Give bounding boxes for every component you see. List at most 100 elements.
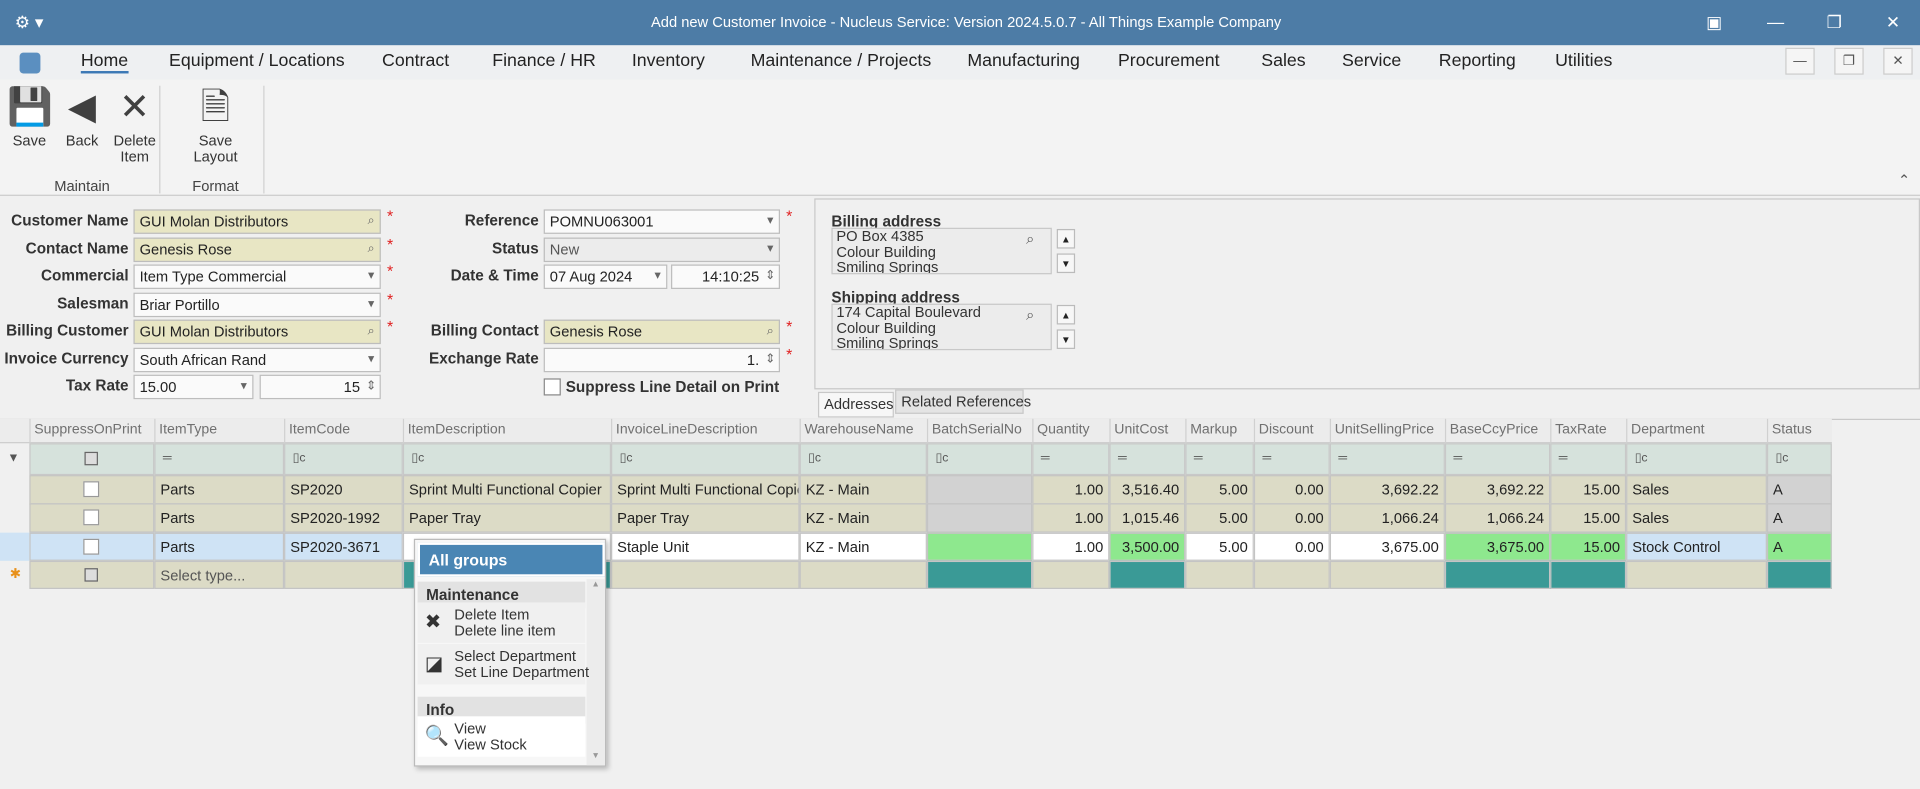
- field-value[interactable]: 15.00: [133, 374, 254, 400]
- filter-cell[interactable]: ═: [1329, 443, 1445, 476]
- checkbox[interactable]: [543, 378, 561, 396]
- filter-cell[interactable]: ▯c: [611, 443, 800, 476]
- ribbon-icon[interactable]: 🗎: [200, 86, 231, 128]
- grid-cell[interactable]: 1.00: [1032, 503, 1110, 533]
- scroll-up[interactable]: ▲: [1056, 228, 1076, 249]
- grid-cell[interactable]: SP2020-1992: [284, 503, 403, 533]
- ribbon-button[interactable]: Delete Item: [113, 132, 156, 166]
- filter-cell[interactable]: ▯c: [1766, 443, 1832, 476]
- menu-item[interactable]: Inventory: [631, 51, 705, 72]
- grid-cell[interactable]: Sprint Multi Functional Copier: [611, 475, 800, 505]
- filter-cell[interactable]: ▯c: [926, 443, 1033, 476]
- field-value[interactable]: 15: [259, 374, 381, 400]
- grid-cell[interactable]: Sales: [1626, 475, 1767, 505]
- menu-item-subtitle[interactable]: View Stock: [454, 735, 527, 754]
- column-header[interactable]: Discount: [1253, 418, 1330, 444]
- ribbon-button[interactable]: Save Layout: [193, 132, 238, 166]
- column-header[interactable]: Department: [1626, 418, 1767, 444]
- field-value[interactable]: 14:10:25: [671, 264, 781, 289]
- grid-cell[interactable]: 5.00: [1185, 503, 1254, 533]
- field-button[interactable]: ▾: [367, 269, 375, 283]
- grid-cell[interactable]: 1,015.46: [1109, 503, 1186, 533]
- filter-cell[interactable]: ═: [1185, 443, 1254, 476]
- window-button[interactable]: —: [1766, 12, 1785, 32]
- field-value[interactable]: GUI Molan Distributors: [133, 209, 381, 234]
- field-button[interactable]: ▾: [367, 352, 375, 367]
- filter-cell[interactable]: ═: [1109, 443, 1186, 476]
- grid-cell[interactable]: [926, 503, 1033, 533]
- grid-cell[interactable]: 1.00: [1032, 532, 1110, 561]
- menu-header[interactable]: All groups: [417, 542, 605, 577]
- grid-cell[interactable]: 3,692.22: [1444, 475, 1551, 505]
- address-search[interactable]: ⌕: [1026, 230, 1035, 248]
- grid-cell[interactable]: Sales: [1626, 503, 1767, 533]
- grid-cell[interactable]: [799, 560, 927, 589]
- window-button[interactable]: ❐: [1826, 12, 1842, 32]
- field-value[interactable]: Briar Portillo: [133, 292, 381, 318]
- grid-cell[interactable]: [284, 560, 403, 589]
- column-header[interactable]: BaseCcyPrice: [1444, 418, 1550, 444]
- grid-cell[interactable]: 3,675.00: [1444, 532, 1551, 561]
- grid-cell[interactable]: 15.00: [1550, 532, 1627, 561]
- menu-item[interactable]: Procurement: [1117, 51, 1220, 72]
- grid-cell[interactable]: Parts: [154, 475, 285, 505]
- ribbon-icon[interactable]: 💾: [7, 86, 54, 128]
- mdi-button[interactable]: ✕: [1883, 47, 1913, 75]
- checkbox[interactable]: [83, 509, 100, 526]
- grid-cell[interactable]: Parts: [154, 532, 285, 561]
- menu-item-bg[interactable]: [417, 644, 586, 685]
- filter-cell[interactable]: ▯c: [799, 443, 927, 476]
- checkbox-label[interactable]: Suppress Line Detail on Print: [565, 378, 780, 396]
- column-header[interactable]: ItemDescription: [402, 418, 611, 444]
- grid-cell[interactable]: [611, 560, 800, 589]
- mdi-button[interactable]: —: [1785, 47, 1815, 75]
- field-value[interactable]: 07 Aug 2024: [543, 264, 668, 289]
- field-button[interactable]: ⇕: [765, 352, 776, 367]
- column-header[interactable]: BatchSerialNo: [926, 418, 1032, 444]
- column-header[interactable]: ItemCode: [284, 418, 403, 444]
- grid-cell[interactable]: SP2020: [284, 475, 403, 505]
- menu-item-title[interactable]: View: [454, 720, 486, 738]
- ribbon-button[interactable]: Save: [12, 132, 47, 150]
- column-header[interactable]: UnitSellingPrice: [1329, 418, 1445, 444]
- column-header[interactable]: ItemType: [154, 418, 284, 444]
- tab[interactable]: Addresses: [817, 391, 894, 418]
- column-header[interactable]: Quantity: [1032, 418, 1109, 444]
- column-header[interactable]: Status: [1766, 418, 1832, 444]
- field-button[interactable]: ▾: [767, 214, 774, 228]
- field-button[interactable]: ▾: [654, 269, 661, 283]
- menu-item-bg[interactable]: [417, 602, 586, 643]
- field-value[interactable]: Genesis Rose: [133, 237, 381, 263]
- filter-cell[interactable]: ▯c: [1626, 443, 1767, 476]
- field-button[interactable]: ⇕: [765, 269, 776, 283]
- ribbon-icon[interactable]: ◀: [67, 86, 97, 128]
- field-button[interactable]: ⇕: [365, 379, 377, 394]
- grid-cell[interactable]: 0.00: [1253, 475, 1330, 505]
- window-button[interactable]: ▣: [1706, 12, 1723, 32]
- grid-cell[interactable]: 5.00: [1185, 532, 1254, 561]
- scroll-down[interactable]: ▼: [1056, 329, 1076, 349]
- menu-item[interactable]: Finance / HR: [492, 51, 596, 72]
- menu-item[interactable]: Sales: [1261, 51, 1306, 72]
- menu-item-subtitle[interactable]: Set Line Department: [454, 663, 590, 681]
- column-header[interactable]: Markup: [1185, 418, 1254, 444]
- grid-cell[interactable]: Stock Control: [1626, 532, 1767, 561]
- menu-item[interactable]: Maintenance / Projects: [750, 51, 932, 72]
- filter-cell[interactable]: ═: [154, 443, 285, 476]
- menu-item[interactable]: Manufacturing: [967, 51, 1080, 72]
- grid-cell[interactable]: Select type...: [154, 560, 285, 589]
- column-header[interactable]: WarehouseName: [799, 418, 927, 444]
- grid-cell[interactable]: A: [1766, 503, 1832, 533]
- grid-cell[interactable]: 3,692.22: [1329, 475, 1445, 505]
- grid-cell[interactable]: 0.00: [1253, 532, 1330, 561]
- grid-cell[interactable]: Sprint Multi Functional Copier: [402, 475, 612, 505]
- filter-cell[interactable]: ═: [1032, 443, 1110, 476]
- filter-cell[interactable]: ═: [1550, 443, 1627, 476]
- menu-item[interactable]: Contract: [382, 51, 450, 72]
- field-value[interactable]: Item Type Commercial: [133, 264, 381, 289]
- grid-cell[interactable]: [1626, 560, 1767, 589]
- menu-item-title[interactable]: Delete Item: [454, 606, 530, 624]
- field-button[interactable]: ▾: [767, 242, 774, 256]
- grid-cell[interactable]: [926, 532, 1033, 561]
- checkbox[interactable]: [83, 481, 100, 498]
